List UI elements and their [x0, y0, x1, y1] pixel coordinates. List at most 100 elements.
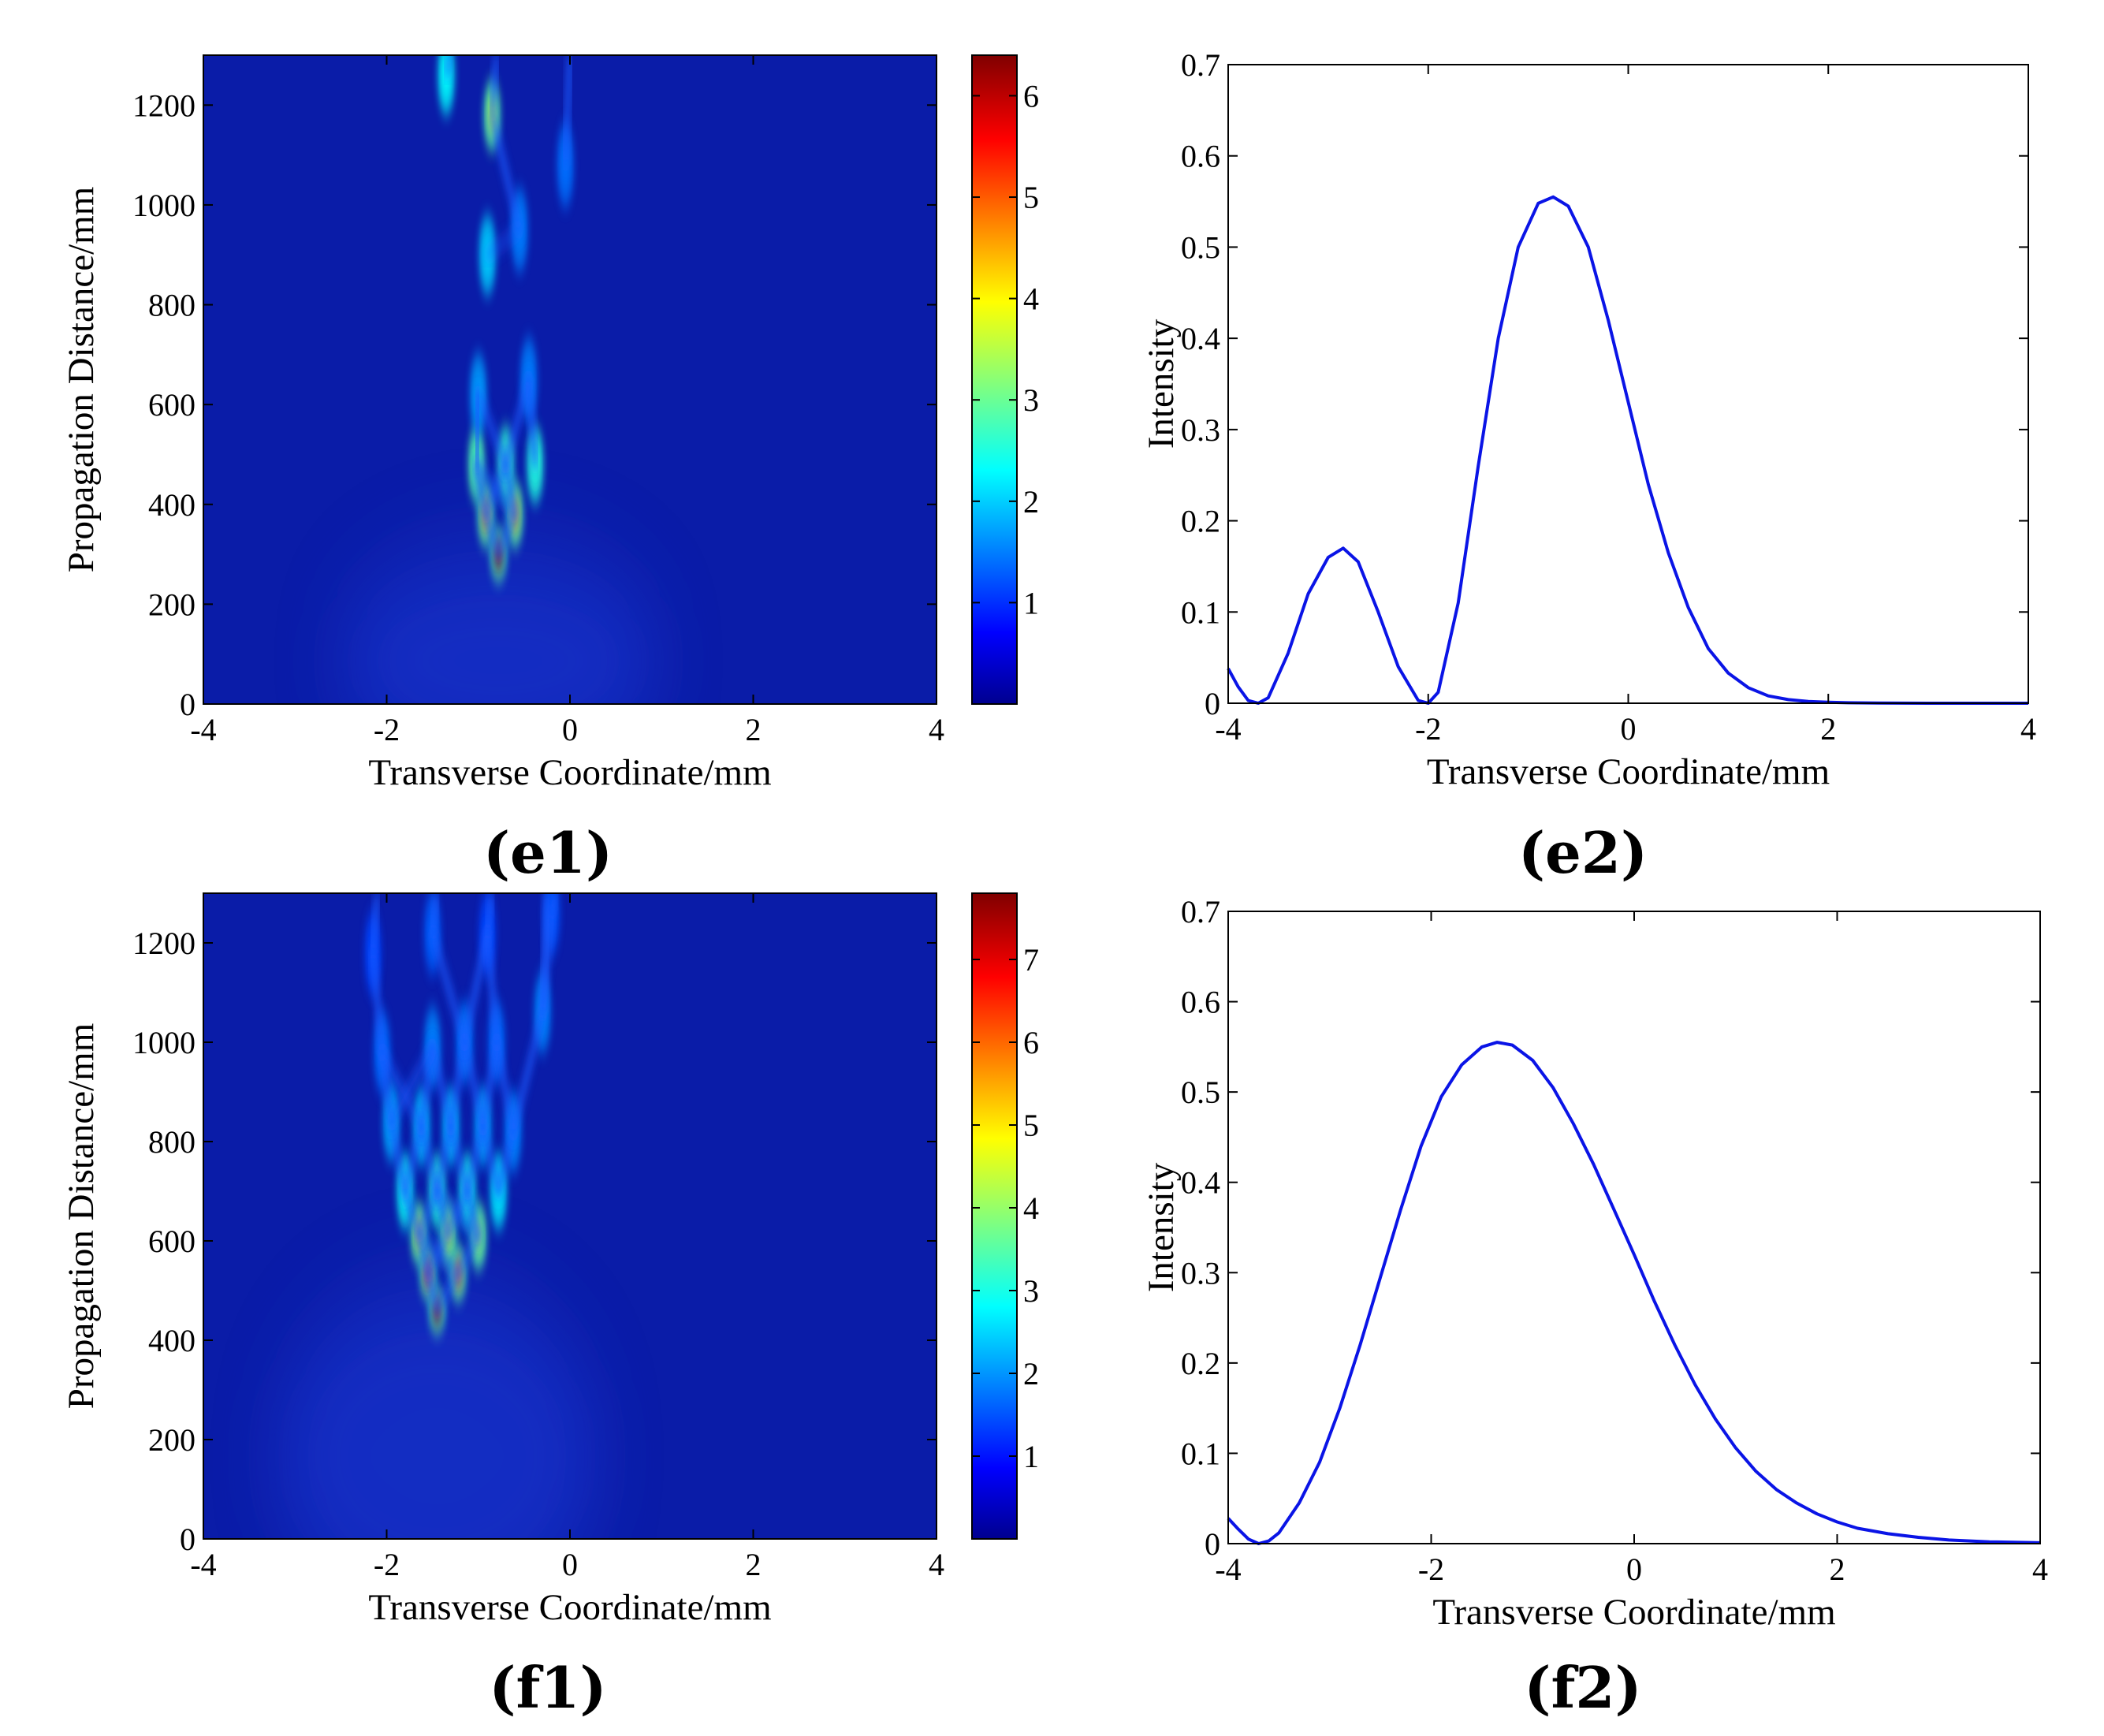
e1-colorbar-tick-label: 5 — [1023, 180, 1039, 215]
f1-colorbar-frame — [971, 892, 1018, 1540]
e1-panel-label: (e1) — [483, 819, 613, 886]
e1-beam-path-top — [442, 55, 455, 76]
f1-xtick-label: 2 — [746, 1547, 762, 1582]
f1-beam-path — [401, 1187, 423, 1238]
e2-ylabel: Intensity — [1141, 319, 1182, 449]
f2-ytick-label: 0 — [1205, 1526, 1220, 1562]
e2-series-line — [1227, 195, 2028, 705]
f1-beam-path-top — [483, 893, 496, 933]
e1-ytick-label: 400 — [148, 487, 196, 523]
f1-beam-path — [454, 1232, 482, 1277]
f1-beam-path-top — [429, 893, 441, 933]
f1-xtick-label: 0 — [562, 1547, 578, 1582]
f1-beam-path — [509, 1008, 546, 1135]
f1-colorbar-tick-label: 6 — [1023, 1025, 1039, 1060]
e2-axes-frame — [1227, 64, 2029, 704]
f1-beam-path — [460, 929, 491, 1046]
e1-beam-path — [472, 390, 482, 468]
e1-beam-path — [475, 390, 510, 468]
f1-beam-path — [447, 1038, 468, 1131]
f1-beam-path — [415, 1230, 432, 1277]
e2-ytick-label: 0.4 — [1181, 321, 1220, 356]
f2-ytick-label: 0.7 — [1181, 894, 1220, 929]
f1-beam-path — [415, 1187, 441, 1238]
f1-beam-path — [424, 1269, 441, 1314]
f1-beam-path — [378, 1049, 395, 1126]
e1-ylabel: Propagation Distance/mm — [61, 187, 102, 572]
e1-xtick-label: 4 — [929, 712, 944, 747]
e1-ytick-label: 1200 — [132, 88, 196, 123]
f1-ytick-label: 0 — [180, 1522, 196, 1557]
f1-colorbar-tick-label: 5 — [1023, 1108, 1039, 1143]
e1-xtick-label: -4 — [190, 712, 216, 747]
e1-colorbar-tick-label: 4 — [1023, 281, 1039, 317]
f1-colorbar-tick-label: 4 — [1023, 1190, 1039, 1226]
f1-beam-path — [369, 949, 386, 1056]
f2-ytick-label: 0.6 — [1181, 985, 1220, 1020]
f2-ytick-label: 0.1 — [1181, 1436, 1220, 1471]
e1-beam-path — [488, 111, 523, 234]
e2-ytick-label: 0.1 — [1181, 594, 1220, 630]
f1-beam-path — [483, 929, 501, 1046]
f2-ytick-label: 0.2 — [1181, 1346, 1220, 1381]
e1-beam-path — [472, 460, 519, 518]
e2-xtick-label: 2 — [1820, 711, 1836, 747]
e1-ytick-label: 800 — [148, 288, 196, 323]
f1-beam-path — [444, 1187, 471, 1238]
f1-panel-label: (f1) — [489, 1654, 606, 1721]
e1-heatmap-field — [203, 55, 937, 704]
f1-colorbar-tick-label: 7 — [1023, 942, 1039, 978]
e1-colorbar — [972, 55, 1017, 704]
f2-xtick-label: 4 — [2032, 1552, 2048, 1587]
f1-colorbar-tick-label: 2 — [1023, 1356, 1039, 1391]
f1-xtick-label: 4 — [929, 1547, 944, 1582]
e2-panel-label: (e2) — [1518, 819, 1648, 886]
e1-ytick-label: 0 — [180, 687, 196, 722]
f1-beam-path — [429, 1043, 455, 1131]
f1-beam-path — [460, 1038, 487, 1131]
f1-beam-path-top — [538, 893, 551, 1013]
panel-f1: 1 2 3 4 5 6 7 -4 -2 0 2 4 0 200 400 600 800 1000 1200 Trans… — [61, 892, 1039, 1721]
e1-colorbar-tick-label: 3 — [1023, 382, 1039, 418]
f2-axes-frame — [1227, 911, 2041, 1544]
f1-colorbar-tick-label: 3 — [1023, 1273, 1039, 1309]
e2-xtick-label: -2 — [1415, 711, 1441, 747]
f1-beam-path-top — [369, 893, 382, 953]
f1-xtick-label: -2 — [374, 1547, 400, 1582]
e1-xtick-label: 0 — [562, 712, 578, 747]
f1-beam-path — [447, 1123, 471, 1195]
e2-ytick-label: 0.3 — [1181, 412, 1220, 448]
f2-panel-label: (f2) — [1524, 1654, 1641, 1721]
panel-f2: -4 -2 0 2 4 0 0.1 0.2 0.3 0.4 0.5 0.6 0.7 Transverse … — [1141, 894, 2048, 1721]
f1-colorbar-tick-label: 1 — [1023, 1439, 1039, 1474]
f1-ytick-label: 400 — [148, 1323, 196, 1358]
e1-beam-path — [502, 460, 519, 518]
e1-xtick-label: -2 — [374, 712, 400, 747]
f2-xtick-label: 0 — [1626, 1552, 1642, 1587]
f2-ylabel: Intensity — [1141, 1162, 1182, 1292]
e1-beam-path — [525, 376, 539, 468]
f1-beam-path-top — [548, 893, 560, 915]
f1-heatmap-field — [203, 893, 937, 1539]
e1-beam-path — [494, 510, 519, 558]
f1-beam-path — [418, 1043, 437, 1131]
f1-ytick-label: 600 — [148, 1224, 196, 1259]
e2-ytick-label: 0.6 — [1181, 139, 1220, 174]
f1-beam-path — [387, 1118, 409, 1195]
f1-ytick-label: 800 — [148, 1124, 196, 1160]
f1-beam-path — [433, 1123, 455, 1195]
f2-ytick-label: 0.3 — [1181, 1255, 1220, 1291]
f1-beam-path — [433, 1269, 462, 1314]
f1-xlabel: Transverse Coordinate/mm — [368, 1587, 771, 1628]
e1-beam-path-top — [488, 55, 501, 116]
f1-beam-path — [415, 1230, 462, 1277]
f1-beam-path — [433, 1187, 452, 1238]
e2-ytick-label: 0.5 — [1181, 229, 1220, 265]
e2-xtick-label: -4 — [1215, 711, 1241, 747]
f1-input-beam-glow — [275, 1284, 598, 1539]
e1-ytick-label: 1000 — [132, 188, 196, 223]
e1-beam-path-top — [561, 55, 574, 166]
e1-beam-path — [502, 376, 533, 468]
f1-xtick-label: -4 — [190, 1547, 216, 1582]
